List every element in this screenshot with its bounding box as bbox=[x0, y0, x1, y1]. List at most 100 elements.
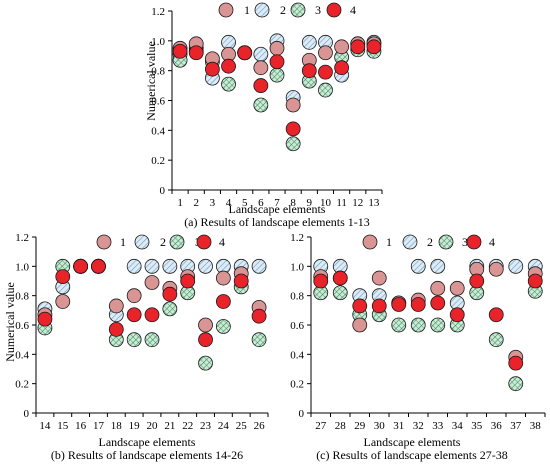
legend-marker-3 bbox=[290, 2, 306, 18]
data-point-series-2 bbox=[162, 258, 178, 274]
y-tick-label: 0 bbox=[24, 408, 30, 420]
legend-marker-3 bbox=[169, 234, 185, 250]
data-point-series-3 bbox=[430, 317, 446, 333]
data-point-series-4 bbox=[253, 78, 269, 93]
y-tick-label: 0.6 bbox=[151, 96, 165, 108]
data-point-series-3 bbox=[144, 332, 160, 348]
x-tick-label: 37 bbox=[510, 420, 522, 432]
x-tick-label: 2 bbox=[193, 197, 199, 209]
data-point-series-3 bbox=[285, 136, 301, 152]
x-tick-label: 33 bbox=[432, 420, 444, 432]
data-point-series-4 bbox=[180, 273, 196, 289]
x-tick-label: 9 bbox=[307, 197, 313, 209]
data-point-series-1 bbox=[253, 60, 269, 76]
panel-c-axes: 00.20.40.60.81.01.227 28 29 30 31 32 33 34 35 36 3… bbox=[290, 232, 546, 432]
data-point-series-3 bbox=[269, 67, 285, 83]
data-point-series-4 bbox=[469, 273, 485, 289]
data-point-series-1 bbox=[55, 294, 71, 309]
data-point-series-2 bbox=[144, 258, 160, 274]
x-tick-label: 27 bbox=[315, 420, 327, 432]
x-tick-label: 29 bbox=[354, 420, 366, 432]
data-point-series-3 bbox=[215, 319, 231, 334]
x-tick-label: 5 bbox=[242, 197, 248, 209]
x-tick-label: 6 bbox=[258, 197, 264, 209]
x-tick-label: 11 bbox=[336, 197, 347, 209]
data-point-series-4 bbox=[318, 64, 333, 80]
x-tick-label: 17 bbox=[93, 420, 105, 432]
legend-marker-2 bbox=[254, 2, 270, 18]
data-point-series-3 bbox=[162, 301, 178, 317]
panel-b-caption: (b) Results of landscape elements 14-26 bbox=[51, 448, 243, 462]
x-tick-label: 34 bbox=[452, 420, 464, 432]
x-tick-label: 38 bbox=[530, 420, 542, 432]
data-point-series-4 bbox=[144, 307, 160, 323]
data-point-series-1 bbox=[198, 317, 213, 333]
x-tick-label: 32 bbox=[413, 420, 424, 432]
x-tick-label: 14 bbox=[39, 420, 51, 432]
y-tick-label: 1.0 bbox=[151, 36, 165, 48]
data-point-series-4 bbox=[73, 258, 89, 274]
data-point-series-1 bbox=[449, 280, 465, 296]
y-tick-label: 0.8 bbox=[290, 291, 304, 303]
data-point-series-4 bbox=[350, 39, 366, 55]
data-point-series-2 bbox=[253, 46, 269, 62]
data-point-series-1 bbox=[318, 45, 333, 61]
data-point-series-2 bbox=[251, 258, 267, 274]
data-point-series-4 bbox=[188, 45, 204, 61]
data-point-series-4 bbox=[334, 60, 350, 76]
data-point-series-1 bbox=[144, 275, 160, 290]
y-tick-label: 0.4 bbox=[151, 125, 165, 137]
y-tick-label: 0.4 bbox=[290, 349, 304, 361]
legend-label-4: 4 bbox=[219, 235, 225, 249]
y-tick-label: 1.2 bbox=[15, 232, 29, 244]
x-tick-label: 18 bbox=[111, 420, 123, 432]
panel-a-xlabel: Landscape elements bbox=[229, 202, 326, 216]
y-tick-label: 1.0 bbox=[290, 261, 304, 273]
data-point-series-2 bbox=[301, 34, 317, 50]
data-point-series-1 bbox=[488, 261, 504, 277]
data-point-series-4 bbox=[198, 332, 213, 348]
data-point-series-4 bbox=[55, 269, 71, 285]
data-point-series-4 bbox=[332, 270, 348, 286]
data-point-series-3 bbox=[410, 317, 426, 333]
legend-marker-1 bbox=[362, 234, 378, 250]
data-point-series-2 bbox=[508, 258, 524, 274]
panel-b-points bbox=[37, 258, 267, 371]
data-point-series-4 bbox=[37, 311, 53, 327]
data-point-series-4 bbox=[269, 54, 285, 70]
x-tick-label: 23 bbox=[200, 420, 212, 432]
data-point-series-3 bbox=[332, 285, 348, 301]
y-tick-label: 0.6 bbox=[290, 320, 304, 332]
panel-c: 00.20.40.60.81.01.227 28 29 30 31 32 33 34 35 36 3… bbox=[290, 232, 546, 462]
data-point-series-4 bbox=[352, 298, 368, 314]
panel-c-points bbox=[313, 258, 543, 392]
legend-marker-3 bbox=[438, 234, 454, 250]
data-point-series-4 bbox=[91, 258, 106, 274]
x-tick-label: 35 bbox=[471, 420, 483, 432]
data-point-series-4 bbox=[449, 307, 465, 323]
legend-marker-4 bbox=[466, 234, 482, 250]
legend-label-2: 2 bbox=[280, 3, 286, 17]
x-tick-label: 15 bbox=[57, 420, 69, 432]
data-point-series-3 bbox=[126, 332, 142, 348]
y-tick-label: 0.4 bbox=[15, 349, 29, 361]
legend-marker-4 bbox=[196, 234, 212, 250]
panel-a-axes: 00.20.40.60.81.01.21 2 3 4 5 6 7 8 9 10 11 12 13 bbox=[151, 6, 383, 209]
data-point-series-4 bbox=[108, 321, 124, 337]
y-tick-label: 0 bbox=[299, 408, 305, 420]
y-tick-label: 0.2 bbox=[290, 379, 304, 391]
data-point-series-4 bbox=[301, 63, 317, 79]
data-point-series-4 bbox=[488, 307, 504, 323]
x-tick-label: 1 bbox=[177, 197, 183, 209]
data-point-series-4 bbox=[204, 61, 220, 77]
legend-label-3: 3 bbox=[462, 235, 468, 249]
panel-a-points bbox=[172, 33, 382, 152]
y-tick-label: 0.2 bbox=[15, 379, 29, 391]
legend-label-1: 1 bbox=[386, 235, 392, 249]
data-point-series-4 bbox=[371, 298, 387, 314]
x-tick-label: 22 bbox=[182, 420, 193, 432]
data-point-series-3 bbox=[318, 82, 333, 98]
panel-c-caption: (c) Results of landscape elements 27-38 bbox=[316, 448, 508, 462]
